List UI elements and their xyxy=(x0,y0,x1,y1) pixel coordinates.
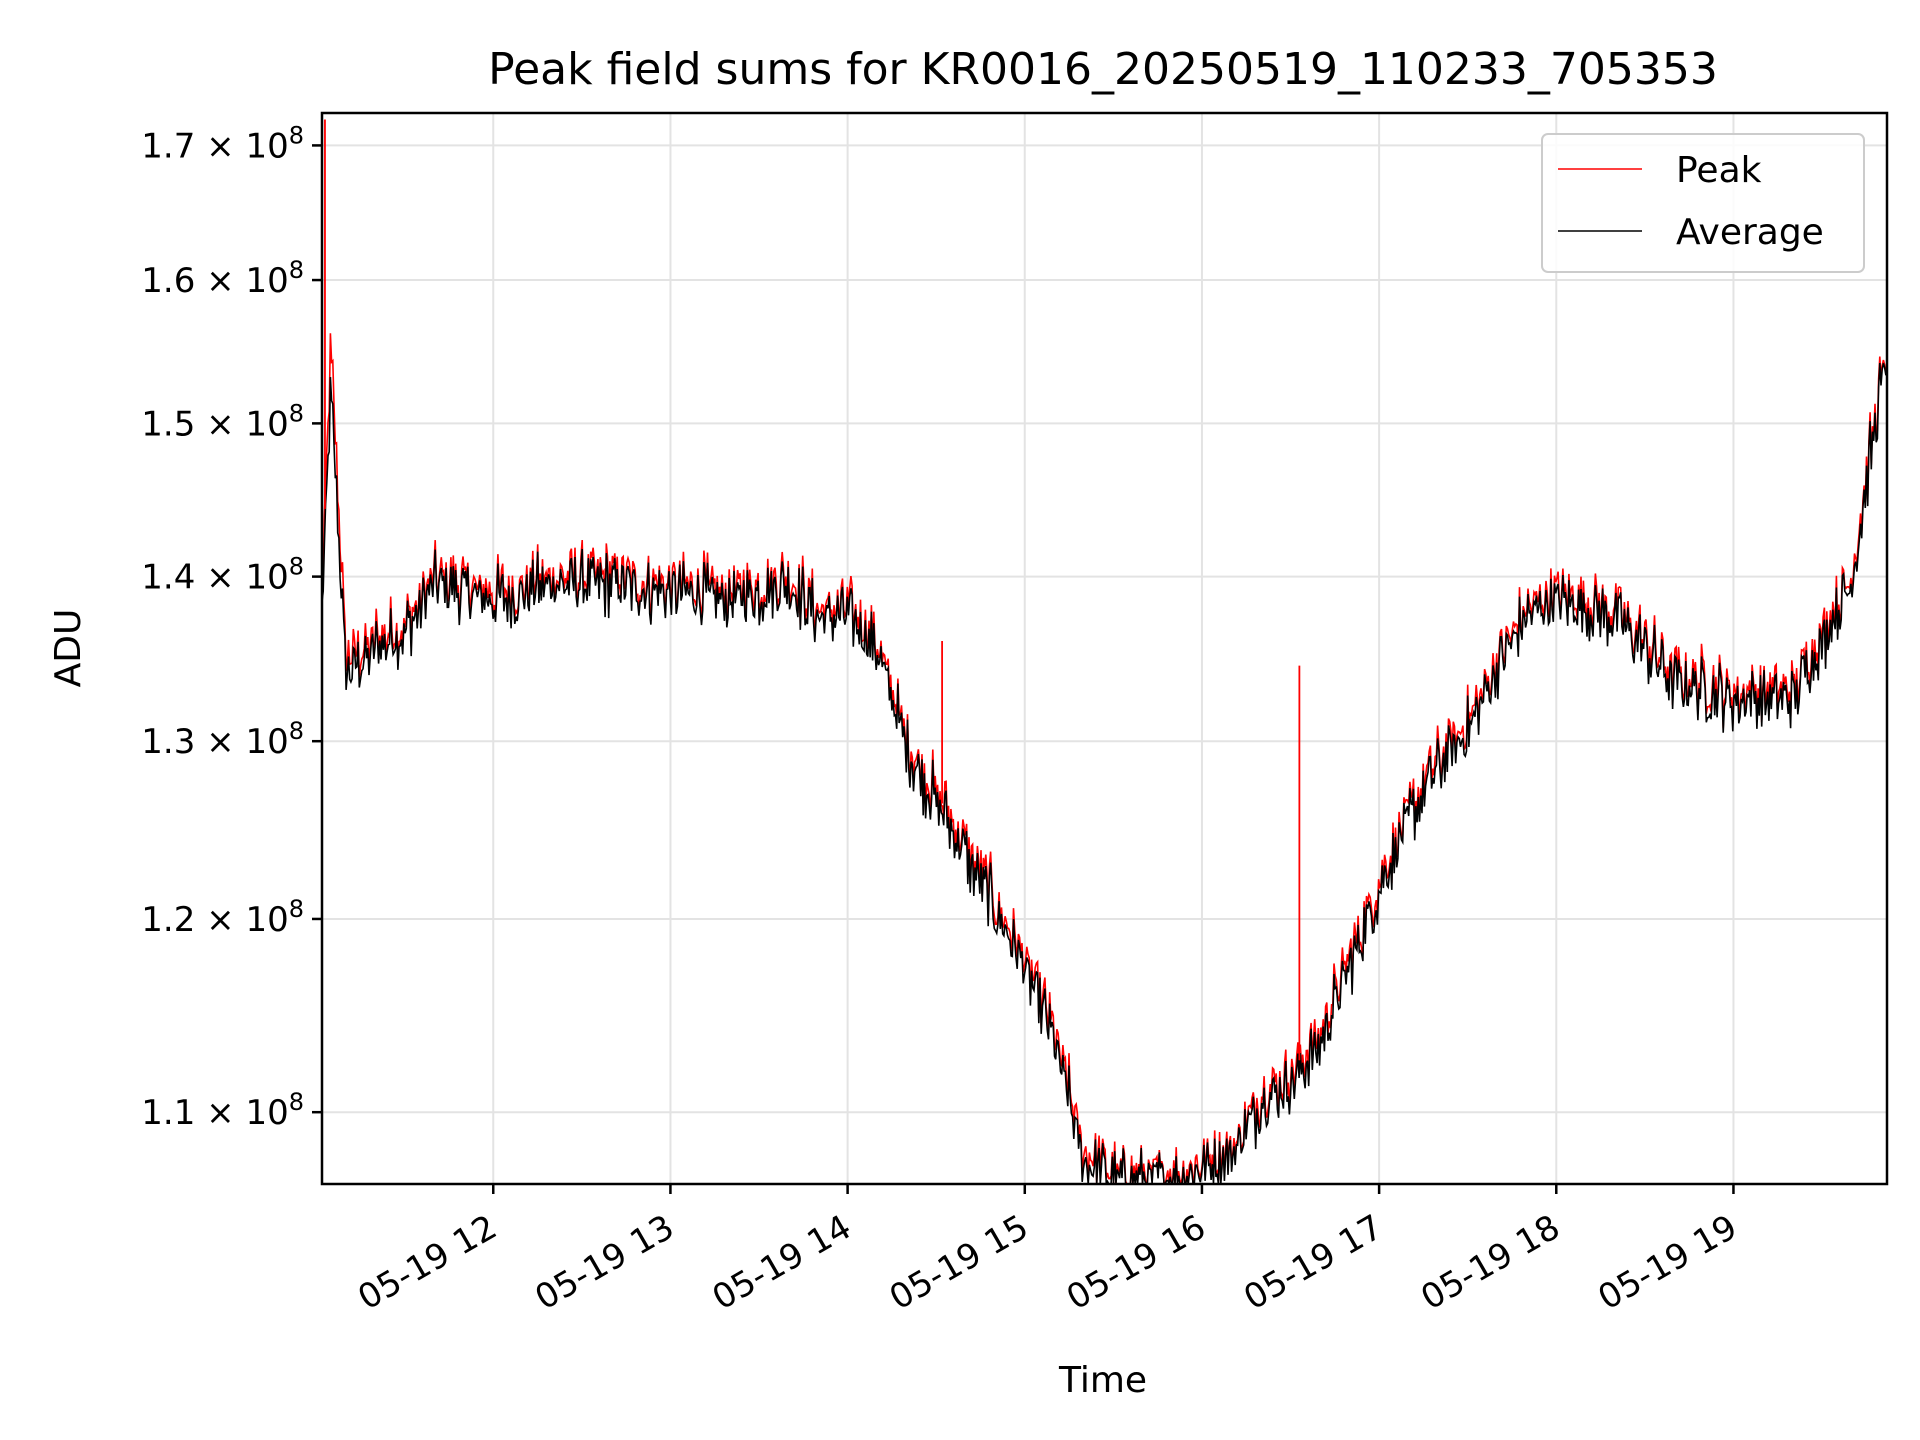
x-tick-label: 05-19 14 xyxy=(706,1207,858,1318)
grid xyxy=(322,113,1887,1184)
series-peak-line xyxy=(321,333,1888,1186)
y-tick-label: 1.6 × 108 xyxy=(141,256,304,301)
plot-area xyxy=(321,119,1888,1186)
legend-average-label: Average xyxy=(1676,212,1824,253)
y-tick-label: 1.3 × 108 xyxy=(141,717,304,762)
legend-peak-label: Peak xyxy=(1676,150,1762,191)
y-tick-label: 1.1 × 108 xyxy=(141,1088,304,1133)
x-tick-label: 05-19 17 xyxy=(1237,1207,1389,1318)
y-axis-label: ADU xyxy=(48,609,89,688)
x-tick-label: 05-19 15 xyxy=(883,1207,1035,1318)
y-tick-label: 1.5 × 108 xyxy=(141,399,304,444)
y-tick-label: 1.2 × 108 xyxy=(141,895,304,940)
x-tick-label: 05-19 18 xyxy=(1414,1207,1566,1318)
x-axis: 05-19 12 05-19 13 05-19 14 05-19 15 05-19 16… xyxy=(351,1184,1744,1318)
x-tick-label: 05-19 16 xyxy=(1060,1207,1212,1318)
y-axis: 1.1 × 108 1.2 × 108 1.3 × 108 1.4 × 108 1.5 … xyxy=(141,121,322,1133)
y-tick-label: 1.4 × 108 xyxy=(141,553,304,598)
x-tick-label: 05-19 19 xyxy=(1592,1207,1744,1318)
x-tick-label: 05-19 12 xyxy=(351,1207,503,1318)
x-tick-label: 05-19 13 xyxy=(529,1207,681,1318)
legend: Peak Average xyxy=(1541,133,1865,273)
chart-title: Peak field sums for KR0016_20250519_1102… xyxy=(488,44,1718,95)
x-axis-label: Time xyxy=(1058,1360,1147,1401)
plot-frame xyxy=(320,111,1889,1186)
series-average-line xyxy=(321,363,1888,1185)
y-tick-label: 1.7 × 108 xyxy=(141,121,304,166)
